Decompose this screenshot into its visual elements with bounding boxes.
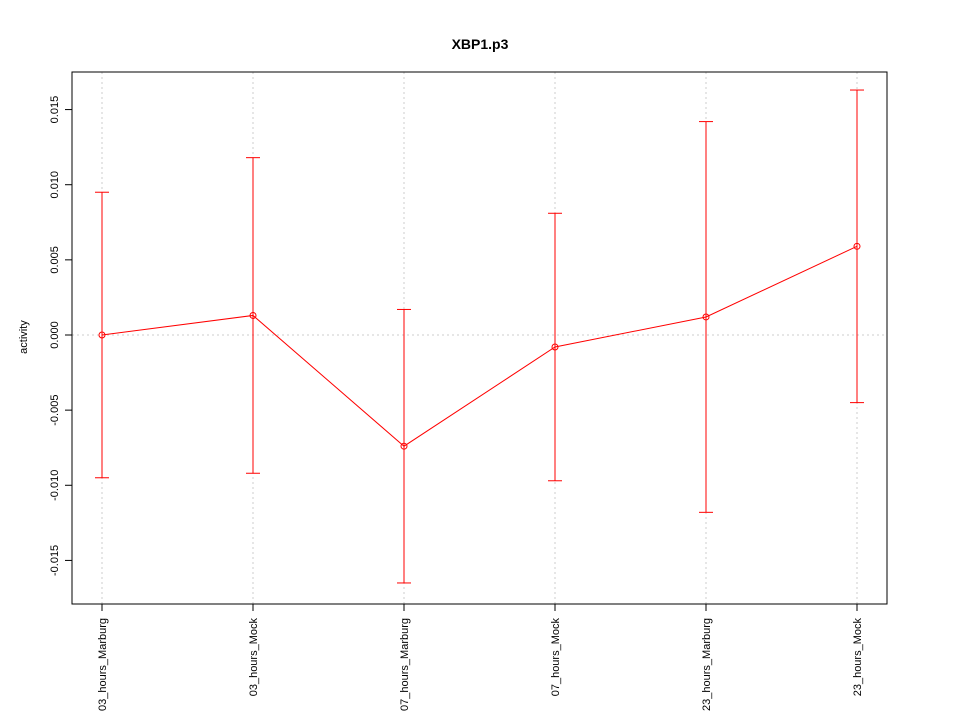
y-tick-label: -0.015 [49,545,61,576]
y-tick-label: 0.000 [49,321,61,349]
x-tick-label: 07_hours_Marburg [399,618,411,711]
x-tick-label: 23_hours_Marburg [701,618,713,711]
data-point [98,331,106,339]
x-tick-label: 03_hours_Mock [248,618,260,697]
data-point [853,242,861,250]
x-tick-label: 23_hours_Mock [852,618,864,697]
data-point [400,442,408,450]
data-line [101,245,858,447]
plot-area: -0.015 -0.010 -0.005 0.000 0.005 0.010 0.015 03… [49,72,887,711]
y-tick-label: 0.005 [49,246,61,274]
plot-frame [71,71,888,605]
y-tick-label: -0.005 [49,395,61,426]
data-point [249,311,257,319]
y-tick-label: -0.010 [49,470,61,501]
y-axis-label: activity [18,320,30,354]
data-point [702,313,710,321]
y-tick-label: 0.010 [49,171,61,199]
x-tick-label: 03_hours_Marburg [97,618,109,711]
chart-title: XBP1.p3 [452,36,509,52]
y-tick-label: 0.015 [49,96,61,124]
x-tick-label: 07_hours_Mock [550,618,562,697]
data-point [551,343,559,351]
